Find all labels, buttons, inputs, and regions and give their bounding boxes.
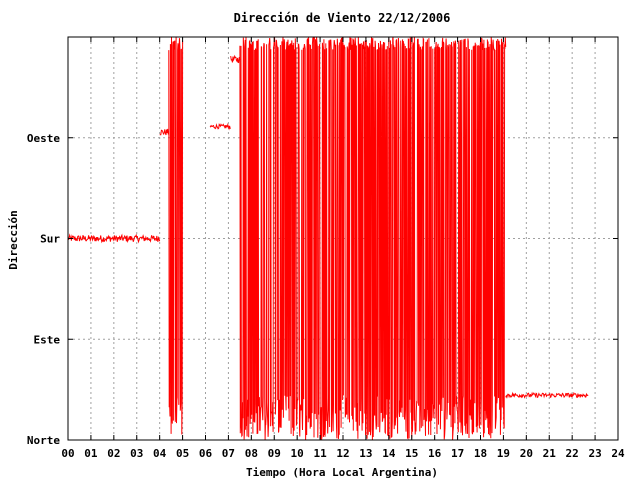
x-tick-label: 10 <box>291 447 304 460</box>
y-tick-label: Oeste <box>27 132 60 145</box>
x-tick-label: 01 <box>84 447 98 460</box>
chart-title: Dirección de Viento 22/12/2006 <box>234 11 451 25</box>
x-tick-label: 21 <box>543 447 557 460</box>
series-line <box>67 233 161 244</box>
x-tick-label: 22 <box>566 447 579 460</box>
x-tick-label: 09 <box>268 447 281 460</box>
x-tick-label: 18 <box>474 447 487 460</box>
series-line <box>239 36 507 440</box>
x-tick-label: 23 <box>588 447 601 460</box>
series-layer <box>67 36 589 440</box>
x-tick-label: 06 <box>199 447 213 460</box>
x-axis: 00 01 02 03 04 05 06 07 08 09 10 11 12 13 14 15 16 17 18 19… <box>61 37 625 460</box>
y-tick-label: Norte <box>27 434 60 447</box>
x-tick-label: 05 <box>176 447 189 460</box>
y-axis-label: Dirección <box>7 210 20 270</box>
series-line <box>230 54 241 64</box>
x-tick-label: 04 <box>153 447 167 460</box>
series-line <box>209 122 231 131</box>
x-tick-label: 16 <box>428 447 442 460</box>
y-tick-label: Este <box>34 333 61 346</box>
series-line <box>505 391 589 399</box>
x-tick-label: 24 <box>611 447 625 460</box>
y-tick-label: Sur <box>40 233 60 246</box>
x-tick-label: 14 <box>382 447 396 460</box>
x-tick-label: 12 <box>336 447 349 460</box>
x-tick-label: 20 <box>520 447 533 460</box>
y-axis: Norte Este Sur Oeste <box>27 132 618 447</box>
x-tick-label: 17 <box>451 447 464 460</box>
x-tick-label: 08 <box>245 447 258 460</box>
x-tick-label: 03 <box>130 447 143 460</box>
x-axis-label: Tiempo (Hora Local Argentina) <box>246 466 438 479</box>
series-line <box>159 128 169 136</box>
x-tick-label: 13 <box>359 447 372 460</box>
x-tick-label: 19 <box>497 447 510 460</box>
x-tick-label: 11 <box>313 447 327 460</box>
x-tick-label: 02 <box>107 447 120 460</box>
x-tick-label: 00 <box>61 447 74 460</box>
series-line <box>168 37 184 435</box>
x-tick-label: 15 <box>405 447 418 460</box>
x-tick-label: 07 <box>222 447 235 460</box>
